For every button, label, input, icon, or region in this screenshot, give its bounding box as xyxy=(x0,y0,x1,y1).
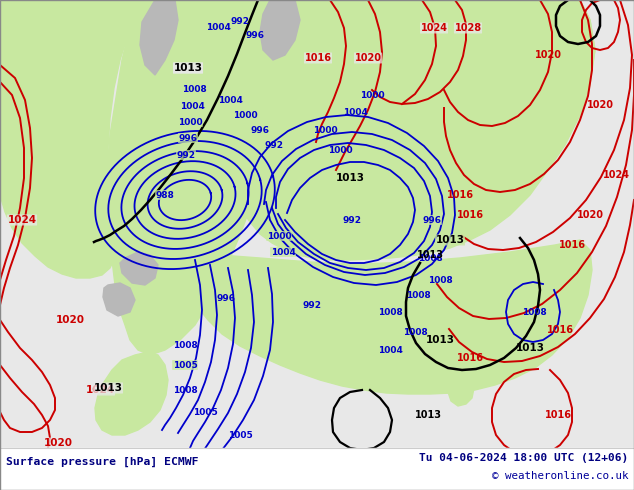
Polygon shape xyxy=(140,0,178,75)
Text: 1005: 1005 xyxy=(193,408,217,416)
Text: Tu 04-06-2024 18:00 UTC (12+06): Tu 04-06-2024 18:00 UTC (12+06) xyxy=(418,453,628,463)
Text: 1020: 1020 xyxy=(354,53,382,63)
Text: 1008: 1008 xyxy=(172,386,197,394)
Text: 1020: 1020 xyxy=(576,210,604,220)
Polygon shape xyxy=(220,0,595,260)
Text: 1013: 1013 xyxy=(93,383,122,393)
Text: 1024: 1024 xyxy=(86,385,115,395)
Text: 1013: 1013 xyxy=(335,173,365,183)
Text: 992: 992 xyxy=(302,300,321,310)
Text: 1020: 1020 xyxy=(44,438,72,448)
Text: 1013: 1013 xyxy=(425,335,455,345)
Text: 1004: 1004 xyxy=(392,449,417,459)
Polygon shape xyxy=(107,0,320,355)
Text: 996: 996 xyxy=(216,294,235,302)
Text: 1004: 1004 xyxy=(205,24,230,32)
Text: © weatheronline.co.uk: © weatheronline.co.uk xyxy=(491,471,628,481)
Text: 1004: 1004 xyxy=(342,107,368,117)
Text: 1000: 1000 xyxy=(373,454,398,463)
Text: 1008: 1008 xyxy=(403,327,427,337)
Polygon shape xyxy=(120,252,158,285)
Text: 1013: 1013 xyxy=(174,63,202,73)
Text: 1004: 1004 xyxy=(271,247,295,256)
Text: 1004: 1004 xyxy=(353,456,377,465)
Text: 1013: 1013 xyxy=(415,410,441,420)
Text: 1008: 1008 xyxy=(378,308,403,317)
Text: 1013: 1013 xyxy=(417,250,444,260)
Text: 996: 996 xyxy=(179,133,198,143)
Text: 1024: 1024 xyxy=(602,170,630,180)
Text: 1008: 1008 xyxy=(306,456,330,465)
Text: 1024: 1024 xyxy=(420,23,448,33)
Text: 1008: 1008 xyxy=(406,291,430,299)
Polygon shape xyxy=(448,375,474,406)
Text: 1004: 1004 xyxy=(378,345,403,354)
Text: 1024: 1024 xyxy=(8,215,37,225)
Polygon shape xyxy=(456,0,595,162)
Text: 1008: 1008 xyxy=(418,253,443,263)
Text: Surface pressure [hPa] ECMWF: Surface pressure [hPa] ECMWF xyxy=(6,457,198,467)
Text: 1008: 1008 xyxy=(427,275,453,285)
Text: 1020: 1020 xyxy=(56,315,84,325)
Text: 1000: 1000 xyxy=(267,231,291,241)
Polygon shape xyxy=(95,352,168,435)
Text: 1013: 1013 xyxy=(436,235,465,245)
Text: 992: 992 xyxy=(176,150,195,160)
Text: 992: 992 xyxy=(342,216,361,224)
Text: 1013: 1013 xyxy=(515,343,545,353)
Text: 1000: 1000 xyxy=(328,146,353,154)
Text: 1000: 1000 xyxy=(359,91,384,99)
Polygon shape xyxy=(103,283,135,316)
Text: 1016: 1016 xyxy=(547,325,574,335)
Text: 1008: 1008 xyxy=(278,454,302,463)
Text: 988: 988 xyxy=(155,191,174,199)
Text: 996: 996 xyxy=(245,31,264,41)
Text: 1028: 1028 xyxy=(455,23,482,33)
Text: 1005: 1005 xyxy=(228,431,252,440)
Polygon shape xyxy=(498,268,578,344)
Polygon shape xyxy=(175,240,592,394)
Text: 1016: 1016 xyxy=(545,410,571,420)
Text: 1016: 1016 xyxy=(446,190,474,200)
Polygon shape xyxy=(260,0,300,60)
Text: 1008: 1008 xyxy=(522,308,547,317)
Text: 992: 992 xyxy=(231,18,250,26)
Text: 1020: 1020 xyxy=(586,100,614,110)
Text: 1000: 1000 xyxy=(178,118,202,126)
Text: 996: 996 xyxy=(422,216,441,224)
Text: 1016: 1016 xyxy=(456,210,484,220)
Text: 1008: 1008 xyxy=(328,458,353,466)
Text: 1013: 1013 xyxy=(174,63,202,73)
Text: 1000: 1000 xyxy=(313,125,337,134)
Text: 1004: 1004 xyxy=(179,101,204,111)
Text: 1000: 1000 xyxy=(233,111,257,120)
Text: 1008: 1008 xyxy=(181,85,207,95)
Text: 1016: 1016 xyxy=(304,53,332,63)
Text: 1016: 1016 xyxy=(456,353,484,363)
Text: 1020: 1020 xyxy=(534,50,562,60)
Text: 1016: 1016 xyxy=(559,240,586,250)
Text: 996: 996 xyxy=(250,125,269,134)
Text: 1004: 1004 xyxy=(217,96,242,104)
Polygon shape xyxy=(0,0,155,278)
Text: 1012: 1012 xyxy=(257,447,282,457)
Text: 1008: 1008 xyxy=(172,341,197,349)
Text: 992: 992 xyxy=(264,141,283,149)
Bar xyxy=(0,448,634,490)
Text: 1005: 1005 xyxy=(172,361,197,369)
